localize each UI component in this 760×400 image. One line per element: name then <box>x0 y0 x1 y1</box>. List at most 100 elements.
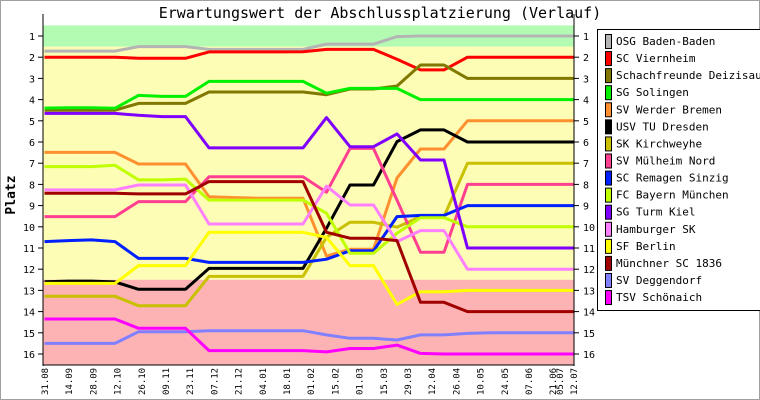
legend-label: SG Turm Kiel <box>616 206 695 219</box>
legend-label: SV Mülheim Nord <box>616 154 715 167</box>
legend-label: USV TU Dresden <box>616 120 709 133</box>
y-tick-label-left: 4 <box>29 96 35 107</box>
y-tick-label-left: 15 <box>23 329 35 340</box>
series-line-3 <box>44 79 574 110</box>
zone-top <box>43 25 574 47</box>
series-line-14 <box>44 329 574 345</box>
y-tick-label-left: 11 <box>23 244 35 255</box>
legend-label: Münchner SC 1836 <box>616 257 722 270</box>
series-line-8 <box>44 204 574 264</box>
series-line-2 <box>44 63 574 112</box>
x-tick-label: 12.07 <box>570 368 580 395</box>
y-tick-label-right: 4 <box>583 96 589 107</box>
x-tick-label: 15.03 <box>380 368 390 395</box>
x-tick-label: 31.08 <box>41 368 51 395</box>
y-tick-label-left: 12 <box>23 265 35 276</box>
y-tick-label-left: 8 <box>29 180 35 191</box>
legend-swatch <box>605 51 612 67</box>
series-line-4 <box>44 119 574 258</box>
series-line-6 <box>44 161 574 308</box>
x-tick-label: 18.01 <box>283 368 293 395</box>
legend-label: SC Viernheim <box>616 52 696 65</box>
x-tick-label: 21.12 <box>235 368 245 395</box>
y-tick-label-left: 16 <box>23 350 35 361</box>
legend-swatch <box>605 204 612 220</box>
y-tick-label-right: 12 <box>583 265 595 276</box>
x-tick-label: 10.05 <box>477 368 487 395</box>
x-tick-label: 21.06 <box>549 368 559 395</box>
series-line-13 <box>44 180 574 314</box>
y-tick-label-left: 5 <box>29 117 35 128</box>
legend-swatch <box>605 68 612 84</box>
legend-label: SG Solingen <box>616 86 689 99</box>
x-tick-label: 15.02 <box>331 368 341 395</box>
series-line-1 <box>44 47 574 72</box>
legend-label: Hamburger SK <box>616 223 696 236</box>
x-tick-label: 26.10 <box>138 368 148 395</box>
legend-swatch <box>605 34 612 49</box>
x-tick-label: 14.09 <box>65 368 75 395</box>
y-tick-label-right: 5 <box>583 117 589 128</box>
x-tick-label: 29.03 <box>404 368 414 395</box>
y-tick-label-right: 6 <box>583 138 589 149</box>
legend-swatch <box>605 170 612 186</box>
legend-swatch <box>605 187 612 203</box>
y-tick-label-left: 14 <box>23 308 35 319</box>
legend-swatch <box>605 255 612 271</box>
legend-box <box>597 29 760 311</box>
series-line-15 <box>44 317 574 356</box>
y-tick-label-left: 7 <box>29 159 35 170</box>
y-tick-label-right: 3 <box>583 74 589 85</box>
x-tick-label: 05.07 <box>556 368 566 395</box>
y-tick-label-left: 9 <box>29 202 35 213</box>
series-line-12 <box>44 230 574 306</box>
x-tick-label: 07.12 <box>210 368 220 395</box>
legend-label: SV Deggendorf <box>616 274 702 287</box>
x-tick-label: 04.01 <box>259 368 269 395</box>
y-tick-label-left: 1 <box>29 32 35 43</box>
legend-label: OSG Baden-Baden <box>616 35 715 48</box>
series-line-5 <box>44 128 574 291</box>
y-tick-label-right: 9 <box>583 202 589 213</box>
legend-swatch <box>605 272 612 288</box>
legend-label: SK Kirchweyhe <box>616 137 702 150</box>
x-tick-label: 12.04 <box>428 368 438 395</box>
series-line-0 <box>44 34 574 53</box>
x-tick-label: 23.11 <box>186 368 196 395</box>
y-tick-label-right: 13 <box>583 286 595 297</box>
legend-swatch <box>605 136 612 152</box>
y-tick-label-right: 15 <box>583 329 595 340</box>
x-tick-label: 26.04 <box>452 368 462 395</box>
y-tick-label-right: 11 <box>583 244 595 255</box>
x-tick-label: 28.09 <box>89 368 99 395</box>
legend-label: SC Remagen Sinzig <box>616 172 729 185</box>
y-tick-label-right: 16 <box>583 350 595 361</box>
y-tick-label-right: 2 <box>583 53 589 64</box>
y-tick-label-left: 10 <box>23 223 35 234</box>
legend-swatch <box>605 85 612 101</box>
series-line-7 <box>44 146 574 254</box>
y-tick-label-left: 3 <box>29 74 35 85</box>
legend-swatch <box>605 119 612 135</box>
legend-label: FC Bayern München <box>616 189 729 202</box>
series-lines <box>44 34 574 356</box>
legend-swatch <box>605 102 612 118</box>
x-tick-label: 12.10 <box>114 368 124 395</box>
legend: OSG Baden-Baden SC Viernheim Schachfreunde… <box>597 29 760 311</box>
legend-label: TSV Schönaich <box>616 291 702 304</box>
legend-swatch <box>605 153 612 169</box>
legend-swatch <box>605 221 612 237</box>
x-tick-label: 07.06 <box>525 368 535 395</box>
x-tick-label: 01.03 <box>356 368 366 395</box>
y-tick-label-left: 2 <box>29 53 35 64</box>
x-tick-label: 01.02 <box>307 368 317 395</box>
legend-label: Schachfreunde Deizisau <box>616 69 760 82</box>
y-tick-label-left: 6 <box>29 138 35 149</box>
legend-label: SV Werder Bremen <box>616 103 722 116</box>
x-tick-label: 24.05 <box>501 368 511 395</box>
y-axis-label: Platz <box>4 175 19 214</box>
y-tick-label-left: 13 <box>23 286 35 297</box>
